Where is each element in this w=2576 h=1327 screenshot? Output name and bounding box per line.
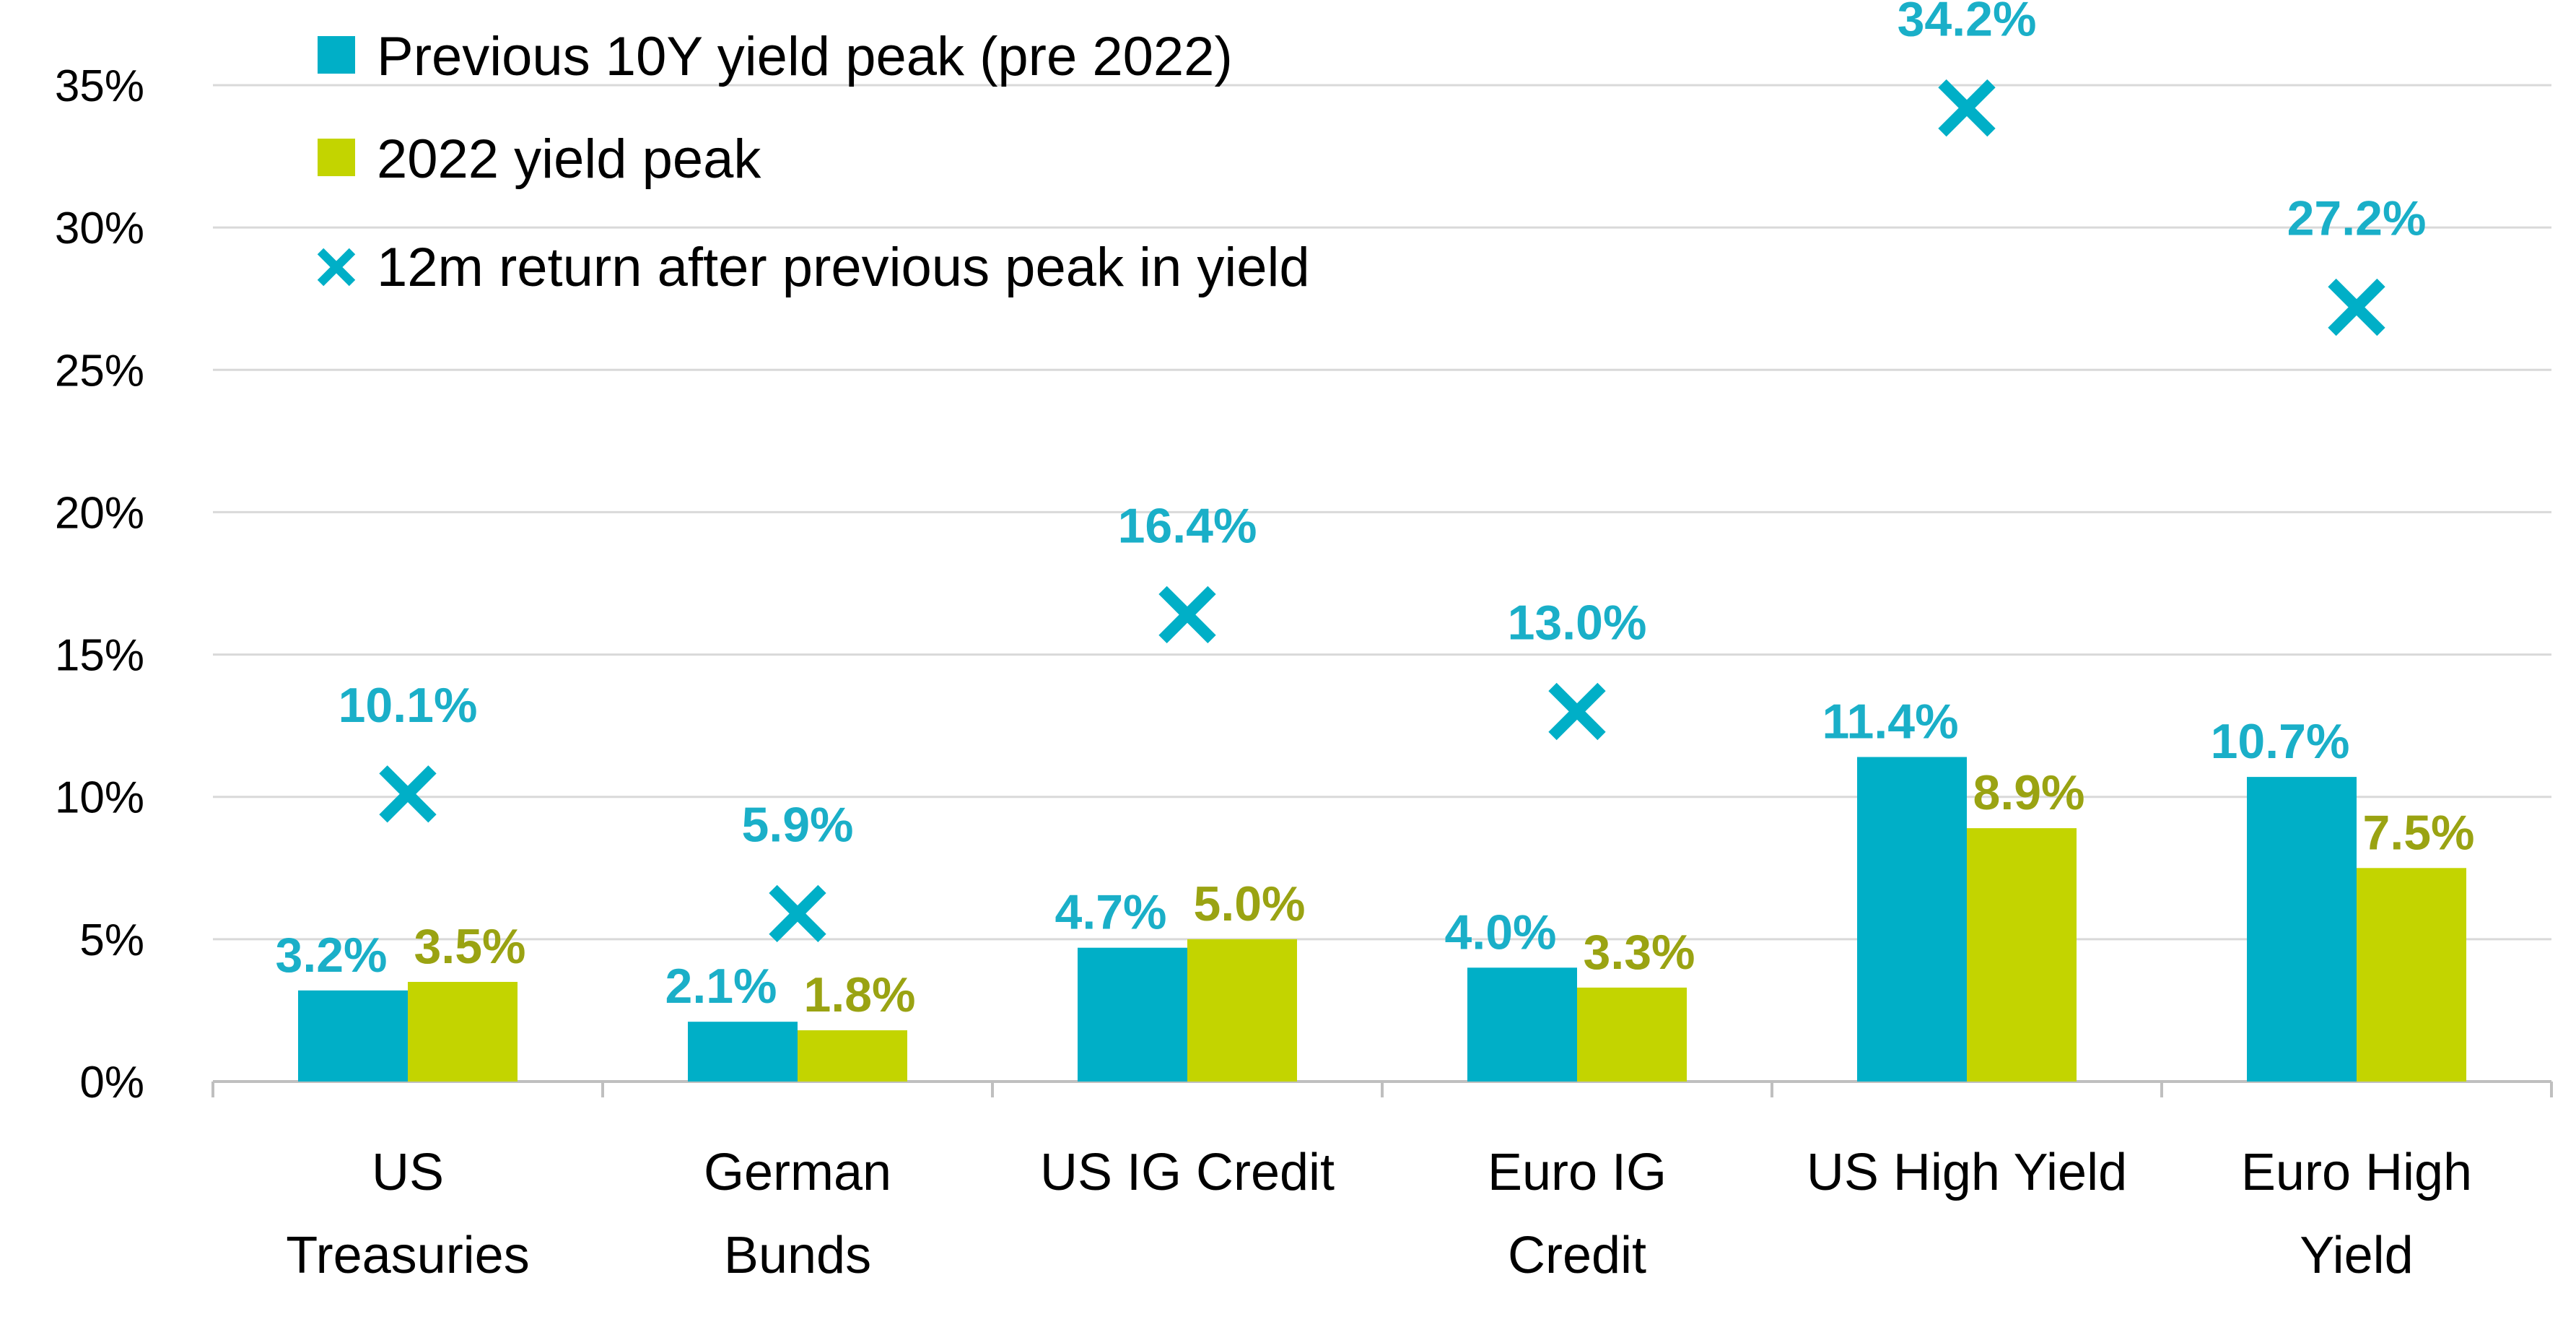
data-label: 10.1% xyxy=(339,678,478,733)
data-label: 10.7% xyxy=(2211,714,2350,769)
legend-label: 12m return after previous peak in yield xyxy=(377,237,1310,298)
legend-label: Previous 10Y yield peak (pre 2022) xyxy=(377,26,1233,87)
bar xyxy=(1857,757,1967,1082)
data-label: 3.3% xyxy=(1584,925,1695,980)
data-label: 4.0% xyxy=(1445,905,1557,960)
x-axis: US Treasuries German Bunds US IG Credit Euro … xyxy=(211,1080,2553,1284)
legend: Previous 10Y yield peak (pre 2022) 2022 y… xyxy=(317,26,1310,298)
x-marker xyxy=(1158,586,1216,644)
x-tick-label: Yield xyxy=(2300,1227,2413,1284)
legend-swatch xyxy=(318,36,355,74)
legend-marker xyxy=(317,248,356,287)
y-axis: 0% 5% 10% 15% 20% 25% 30% 35% xyxy=(55,61,144,1108)
y-tick-label: 10% xyxy=(55,773,144,823)
x-tick-label: Bunds xyxy=(724,1227,871,1284)
x-tick-label: Euro IG xyxy=(1488,1144,1667,1201)
y-tick-label: 20% xyxy=(55,488,144,538)
x-tick-label: Credit xyxy=(1508,1227,1646,1284)
bar xyxy=(1187,939,1297,1082)
x-tick-label: Euro High xyxy=(2241,1144,2472,1201)
data-labels: 3.2% 2.1% 4.7% 4.0% 11.4% 10.7% 3.5% 1.8% 5.0% 3.… xyxy=(276,0,2475,1022)
legend-label: 2022 yield peak xyxy=(377,129,761,190)
bar xyxy=(1967,828,2077,1082)
gridlines xyxy=(213,84,2551,941)
x-tick-label: US High Yield xyxy=(1807,1144,2127,1201)
data-label: 3.2% xyxy=(276,928,388,983)
y-tick-label: 15% xyxy=(55,631,144,681)
bar xyxy=(2247,777,2357,1082)
bar xyxy=(1467,967,1577,1082)
bar xyxy=(2357,868,2466,1082)
y-tick-label: 30% xyxy=(55,204,144,253)
data-label: 34.2% xyxy=(1898,0,2037,47)
x-marker xyxy=(2328,278,2385,336)
y-tick-label: 25% xyxy=(55,346,144,396)
markers xyxy=(379,79,2385,943)
bar xyxy=(1577,987,1687,1082)
data-label: 5.9% xyxy=(742,797,854,852)
legend-swatch xyxy=(318,139,355,176)
data-label: 1.8% xyxy=(804,967,916,1022)
data-label: 16.4% xyxy=(1118,498,1257,553)
x-tick-label: Treasuries xyxy=(286,1227,529,1284)
bar xyxy=(688,1022,798,1082)
x-tick-label: US IG Credit xyxy=(1040,1144,1335,1201)
data-label: 2.1% xyxy=(665,959,777,1014)
bars xyxy=(298,757,2466,1082)
bar xyxy=(798,1030,907,1082)
data-label: 3.5% xyxy=(414,919,526,974)
x-marker xyxy=(379,765,437,823)
data-label: 27.2% xyxy=(2287,191,2427,246)
y-tick-label: 35% xyxy=(55,61,144,111)
x-marker xyxy=(1548,682,1606,741)
y-tick-label: 0% xyxy=(79,1058,144,1108)
data-label: 7.5% xyxy=(2363,805,2475,860)
data-label: 8.9% xyxy=(1973,765,2085,820)
x-tick-label: US xyxy=(372,1144,444,1201)
x-marker xyxy=(1938,79,1996,137)
bar xyxy=(408,982,518,1082)
x-marker xyxy=(769,884,826,943)
bar xyxy=(298,990,408,1082)
data-label: 11.4% xyxy=(1822,695,1958,749)
x-tick-label: German xyxy=(704,1144,891,1201)
data-label: 13.0% xyxy=(1508,595,1647,650)
bar xyxy=(1078,947,1187,1082)
y-tick-label: 5% xyxy=(79,915,144,965)
data-label: 5.0% xyxy=(1194,876,1306,931)
data-label: 4.7% xyxy=(1055,885,1167,940)
